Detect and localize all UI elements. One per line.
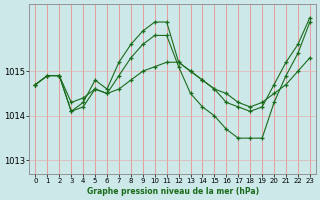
X-axis label: Graphe pression niveau de la mer (hPa): Graphe pression niveau de la mer (hPa): [87, 187, 259, 196]
